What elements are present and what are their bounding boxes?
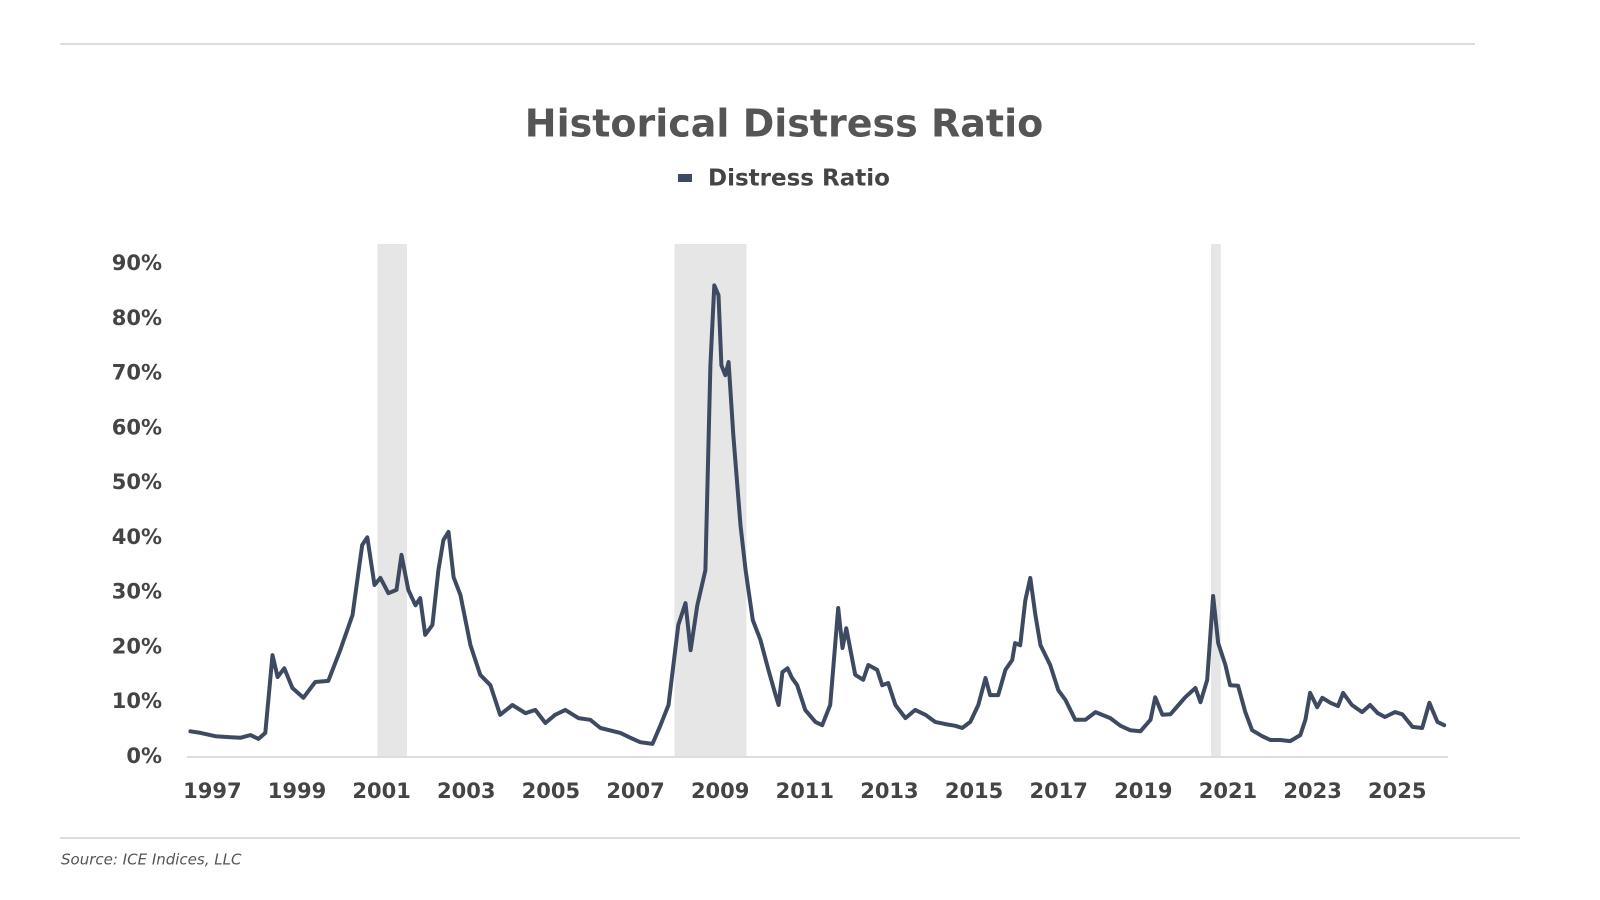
x-tick-label: 2009 (691, 779, 749, 803)
x-tick-label: 2007 (606, 779, 664, 803)
x-tick-label: 2023 (1283, 779, 1341, 803)
source-note: Source: ICE Indices, LLC (61, 851, 242, 869)
y-tick-label: 40% (112, 525, 162, 549)
legend-label: Distress Ratio (708, 166, 890, 192)
x-tick-label: 2003 (437, 779, 495, 803)
data-line (188, 283, 1447, 746)
x-tick-label: 2013 (860, 779, 918, 803)
x-tick-label: 2021 (1199, 779, 1257, 803)
y-tick-label: 0% (126, 744, 162, 768)
recession-band (674, 244, 747, 757)
x-tick-label: 2015 (945, 779, 1003, 803)
legend-swatch (678, 174, 692, 182)
y-tick-label: 70% (112, 361, 162, 385)
chart-title: Historical Distress Ratio (525, 102, 1043, 146)
y-tick-label: 20% (112, 634, 162, 658)
y-tick-label: 50% (112, 470, 162, 494)
x-tick-label: 1999 (268, 779, 326, 803)
x-tick-label: 1997 (183, 779, 241, 803)
recession-band (1211, 244, 1221, 757)
x-tick-label: 2001 (352, 779, 410, 803)
x-tick-label: 2017 (1029, 779, 1087, 803)
y-tick-label: 10% (112, 689, 162, 713)
y-tick-label: 30% (112, 580, 162, 604)
y-tick-label: 90% (112, 251, 162, 275)
y-tick-label: 80% (112, 306, 162, 330)
x-tick-label: 2025 (1368, 779, 1426, 803)
y-tick-label: 60% (112, 415, 162, 439)
x-tick-label: 2011 (776, 779, 834, 803)
x-tick-label: 2019 (1114, 779, 1172, 803)
x-tick-label: 2005 (522, 779, 580, 803)
recession-band (377, 244, 408, 757)
